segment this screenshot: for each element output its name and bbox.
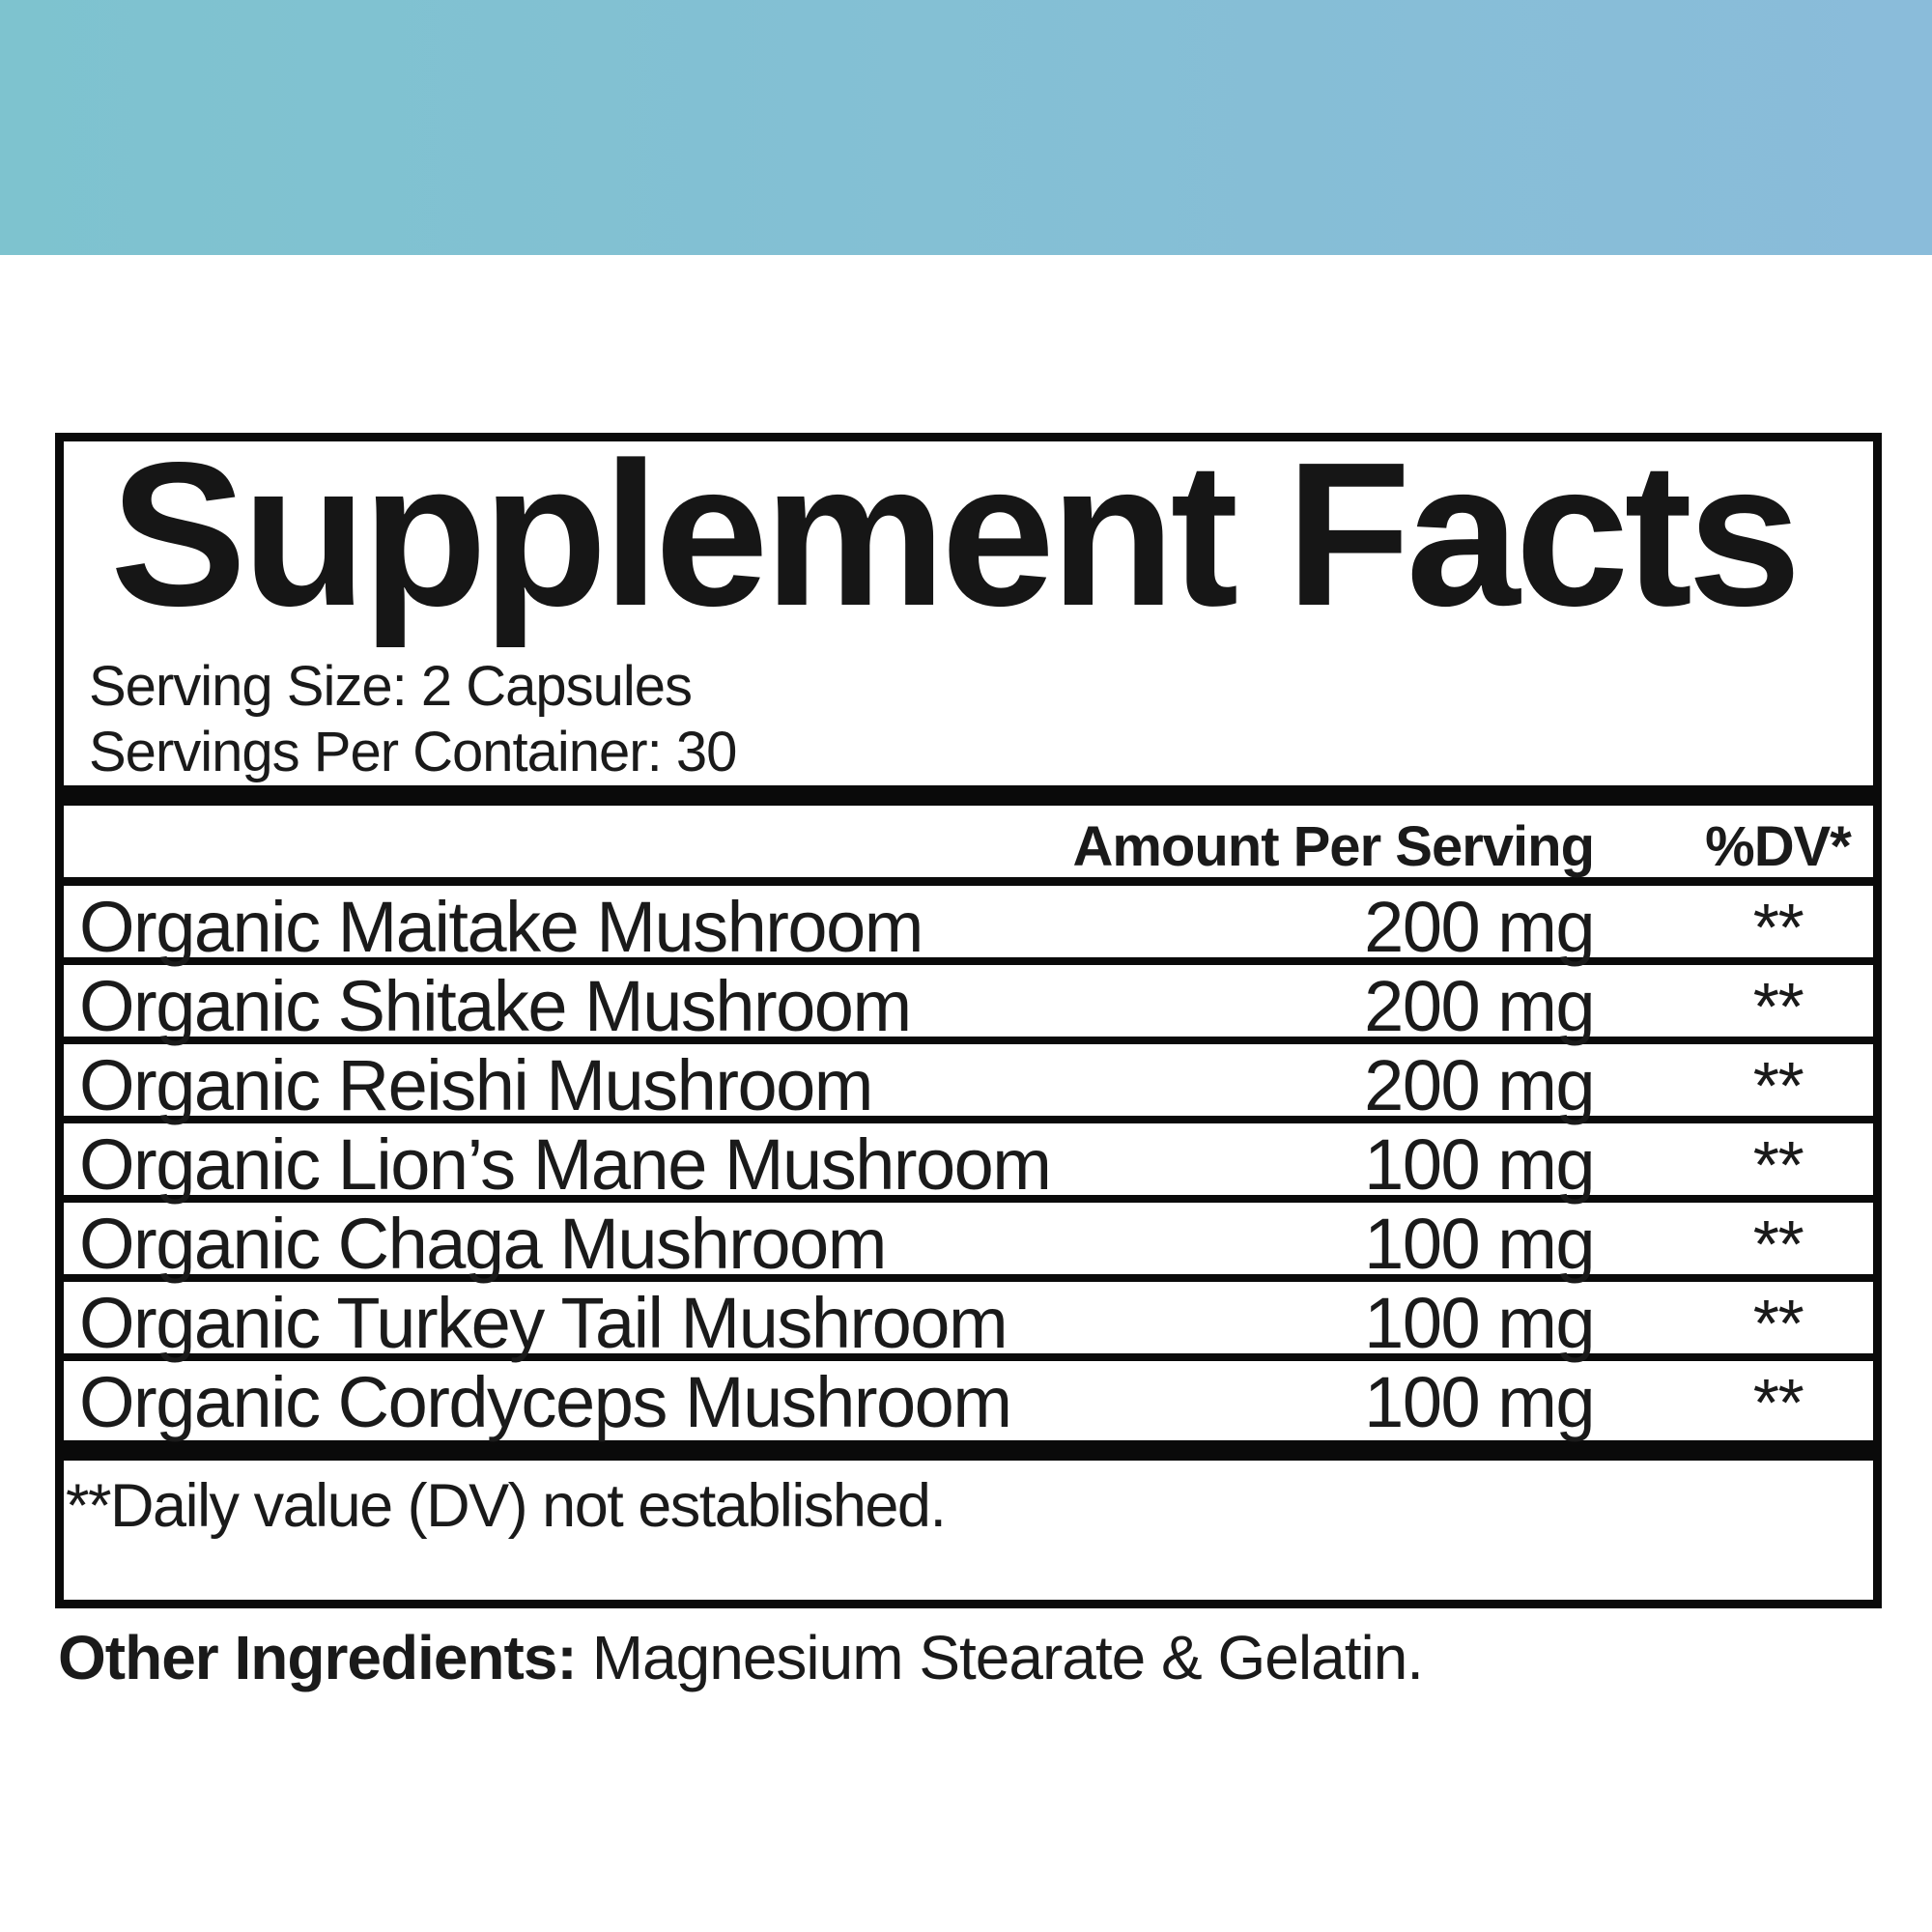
ingredient-dv: ** [1752,968,1804,1044]
ingredient-amount: 100 mg [1364,1204,1595,1284]
ingredient-amount: 200 mg [1364,966,1595,1046]
ingredient-amount: 200 mg [1364,1045,1595,1125]
divider-thick-top [64,785,1873,806]
table-row: Organic Turkey Tail Mushroom 100 mg ** [64,1282,1873,1363]
other-ingredients-label: Other Ingredients: [58,1623,578,1692]
table-row: Organic Shitake Mushroom 200 mg ** [64,965,1873,1046]
ingredient-dv: ** [1752,1285,1804,1361]
dv-header: %DV* [1705,815,1852,878]
ingredient-amount: 200 mg [1364,887,1595,967]
dv-footnote: **Daily value (DV) not established. [66,1472,947,1540]
ingredient-dv: ** [1752,889,1804,965]
ingredient-name: Organic Shitake Mushroom [79,966,912,1046]
ingredient-amount: 100 mg [1364,1124,1595,1205]
serving-info: Serving Size: 2 Capsules Servings Per Co… [89,654,1873,785]
ingredient-amount: 100 mg [1364,1283,1595,1363]
ingredient-name: Organic Cordyceps Mushroom [79,1362,1012,1442]
supplement-facts-panel: Supplement Facts Serving Size: 2 Capsule… [55,433,1882,1608]
ingredient-dv: ** [1752,1047,1804,1123]
ingredient-name: Organic Chaga Mushroom [79,1204,887,1284]
ingredient-name: Organic Reishi Mushroom [79,1045,873,1125]
other-ingredients-line: Other Ingredients: Magnesium Stearate & G… [58,1621,1424,1694]
decorative-gradient-band [0,0,1932,255]
divider-thick-bottom [64,1440,1873,1461]
ingredient-amount: 100 mg [1364,1362,1595,1442]
ingredient-dv: ** [1752,1126,1804,1203]
table-row: Organic Chaga Mushroom 100 mg ** [64,1203,1873,1284]
divider-under-header [64,877,1873,886]
table-row: Organic Maitake Mushroom 200 mg ** [64,886,1873,967]
panel-title: Supplement Facts [110,433,1802,648]
ingredient-name: Organic Maitake Mushroom [79,887,923,967]
ingredient-dv: ** [1752,1206,1804,1282]
other-ingredients-value: Magnesium Stearate & Gelatin. [591,1623,1424,1692]
servings-per-container: Servings Per Container: 30 [89,721,737,783]
serving-size: Serving Size: 2 Capsules [89,655,693,718]
table-header-row: Amount Per Serving %DV* [64,817,1873,877]
table-row: Organic Lion’s Mane Mushroom 100 mg ** [64,1123,1873,1205]
ingredient-dv: ** [1752,1364,1804,1440]
ingredient-name: Organic Lion’s Mane Mushroom [79,1124,1052,1205]
amount-per-serving-header: Amount Per Serving [1072,815,1595,878]
ingredient-name: Organic Turkey Tail Mushroom [79,1283,1009,1363]
table-row: Organic Reishi Mushroom 200 mg ** [64,1044,1873,1125]
table-row: Organic Cordyceps Mushroom 100 mg ** [64,1361,1873,1442]
